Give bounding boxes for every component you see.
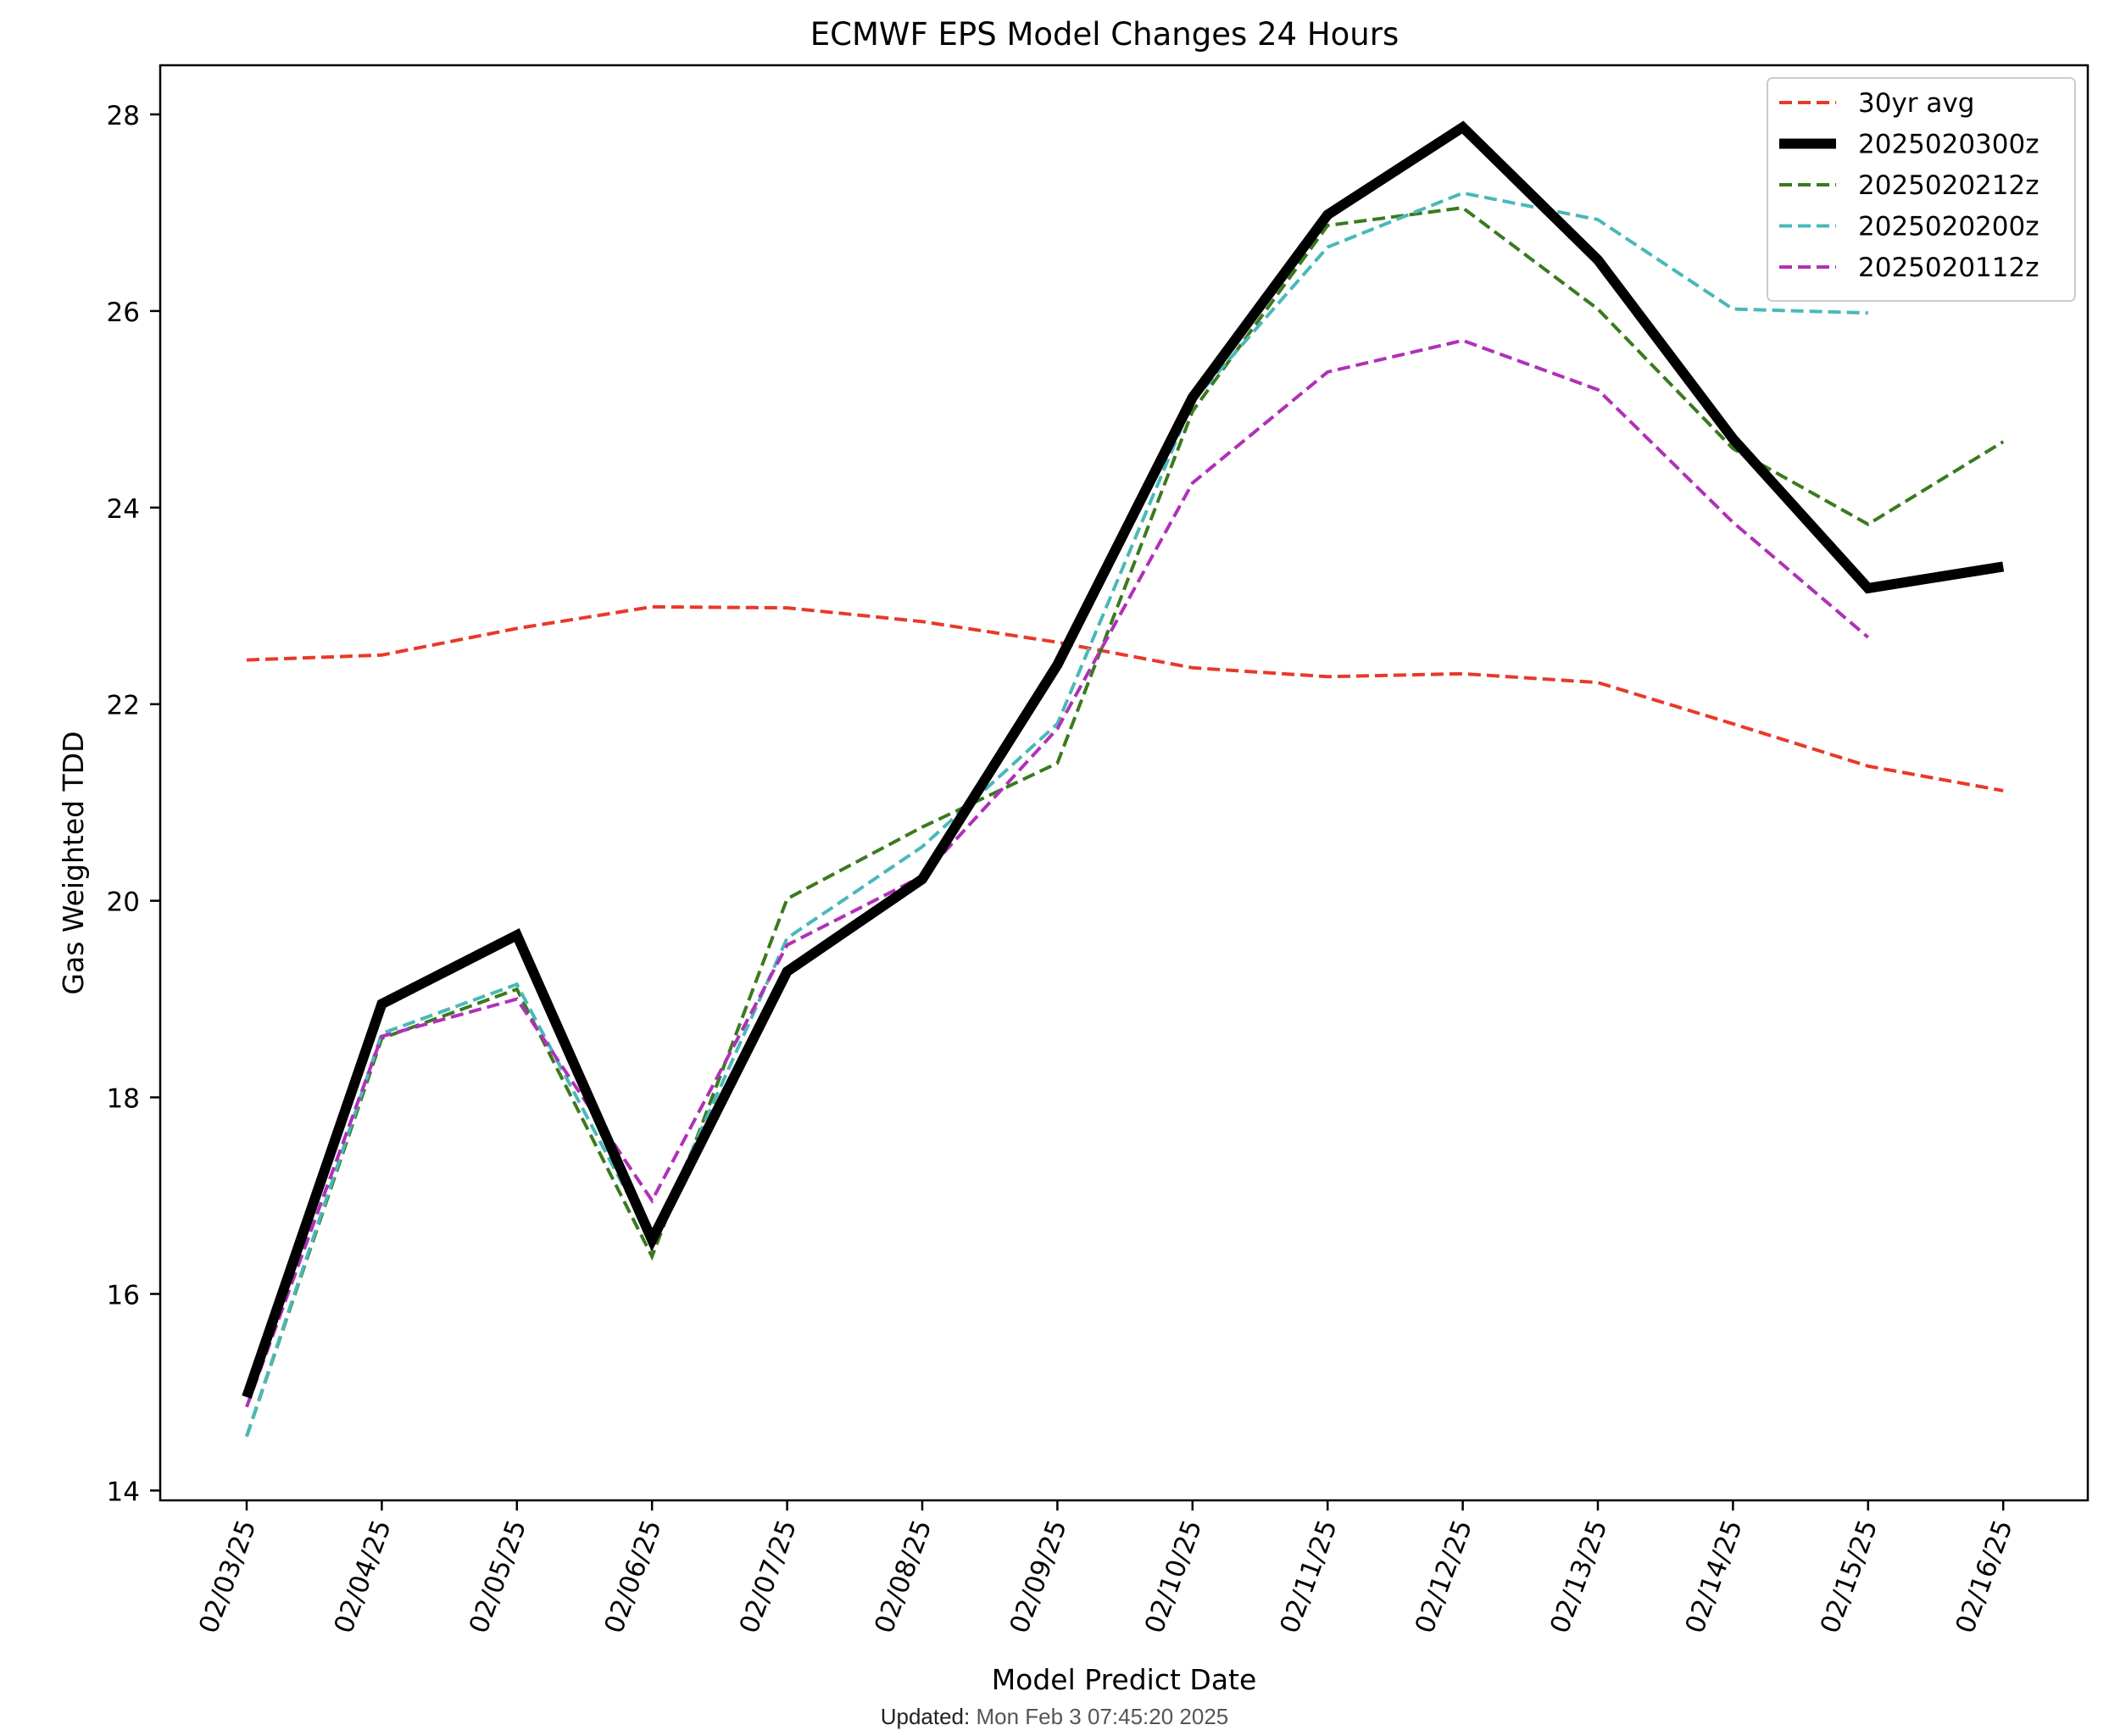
legend-frame xyxy=(1767,77,2076,302)
x-tick-label: 02/12/25 xyxy=(1410,1516,1478,1637)
series-lines xyxy=(242,120,2005,1438)
x-tick-label: 02/11/25 xyxy=(1274,1516,1343,1637)
chart-title: ECMWF EPS Model Changes 24 Hours xyxy=(810,16,1400,53)
x-tick-label: 02/09/25 xyxy=(1004,1516,1072,1637)
y-tick-label: 24 xyxy=(107,494,140,525)
x-tick-label: 02/06/25 xyxy=(598,1516,667,1637)
x-axis-label: Model Predict Date xyxy=(992,1663,1257,1696)
y-tick-label: 16 xyxy=(107,1280,140,1310)
x-tick-label: 02/07/25 xyxy=(734,1516,803,1637)
legend-label: 2025020212z xyxy=(1858,170,2039,201)
y-tick-label: 28 xyxy=(107,101,140,131)
legend-label: 2025020200z xyxy=(1858,212,2039,242)
y-tick-label: 26 xyxy=(107,298,140,328)
y-axis: 14 16 18 20 22 24 26 28 xyxy=(107,101,160,1507)
x-tick-label: 02/05/25 xyxy=(464,1516,532,1637)
x-tick-label: 02/08/25 xyxy=(869,1516,938,1637)
series-line-2025020200z xyxy=(245,191,1868,1438)
x-tick-label: 02/16/25 xyxy=(1950,1516,2018,1637)
x-tick-label: 02/15/25 xyxy=(1815,1516,1884,1637)
x-tick-label: 02/13/25 xyxy=(1544,1516,1613,1637)
legend-label: 30yr avg xyxy=(1858,88,1974,119)
updated-timestamp: Mon Feb 3 07:45:20 2025 xyxy=(976,1704,1229,1729)
x-tick-label: 02/14/25 xyxy=(1679,1516,1748,1637)
y-tick-label: 22 xyxy=(107,691,140,721)
updated-footer: Updated: Mon Feb 3 07:45:20 2025 xyxy=(0,1704,2109,1730)
x-axis: 02/03/25 02/04/25 02/05/25 02/06/25 02/07/25… xyxy=(193,1500,2019,1638)
y-axis-label: Gas Weighted TDD xyxy=(57,731,90,994)
legend-label: 2025020300z xyxy=(1858,130,2039,160)
plot-area-frame xyxy=(159,64,2090,1502)
legend: 30yr avg 2025020300z 2025020212z 2025020200… xyxy=(1767,77,2076,302)
x-tick-label: 02/10/25 xyxy=(1139,1516,1208,1637)
series-line-30yr avg xyxy=(246,604,2004,793)
updated-label: Updated: xyxy=(880,1704,971,1729)
y-tick-label: 14 xyxy=(107,1477,140,1507)
series-line-2025020212z xyxy=(245,206,2005,1438)
legend-label: 2025020112z xyxy=(1858,253,2039,283)
x-tick-label: 02/04/25 xyxy=(328,1516,397,1637)
y-tick-label: 18 xyxy=(107,1084,140,1115)
series-line-2025020300z xyxy=(242,120,2005,1399)
x-tick-label: 02/03/25 xyxy=(193,1516,262,1637)
y-tick-label: 20 xyxy=(107,887,140,918)
series-line-2025020112z xyxy=(245,338,1870,1408)
